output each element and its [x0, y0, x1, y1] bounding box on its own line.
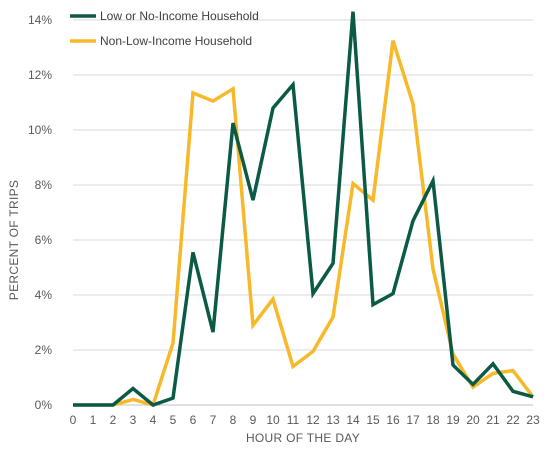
x-axis-title: HOUR OF THE DAY	[246, 431, 360, 445]
legend: Low or No-Income Household Non-Low-Incom…	[70, 9, 259, 48]
x-tick-label: 6	[190, 413, 197, 427]
x-tick-label: 17	[406, 413, 420, 427]
x-tick-label: 5	[170, 413, 177, 427]
x-tick-label: 19	[446, 413, 460, 427]
x-tick-label: 15	[366, 413, 380, 427]
series-lines	[73, 11, 535, 408]
x-tick-label: 8	[230, 413, 237, 427]
y-tick-label: 8%	[35, 178, 53, 192]
x-tick-label: 13	[326, 413, 340, 427]
y-tick-label: 14%	[28, 13, 52, 27]
x-tick-label: 12	[306, 413, 320, 427]
x-tick-label: 7	[210, 413, 217, 427]
gridlines	[73, 19, 533, 406]
x-axis-ticks: 0 1 2 3 4 5 6 7 8 9 10 11 12 13 14 15 16 17 18 19 20 21 22 23	[70, 413, 540, 427]
x-tick-label: 18	[426, 413, 440, 427]
legend-label-low-income: Low or No-Income Household	[100, 9, 259, 23]
series-line-low-income	[73, 11, 534, 407]
x-tick-label: 20	[466, 413, 480, 427]
y-tick-label: 4%	[35, 288, 53, 302]
y-tick-label: 10%	[28, 123, 52, 137]
x-tick-label: 2	[110, 413, 117, 427]
y-tick-label: 2%	[35, 343, 53, 357]
x-tick-label: 1	[90, 413, 97, 427]
x-tick-label: 0	[70, 413, 77, 427]
x-tick-label: 11	[287, 413, 300, 427]
legend-label-non-low-income: Non-Low-Income Household	[100, 34, 252, 48]
y-tick-label: 0%	[35, 398, 53, 412]
x-tick-label: 9	[250, 413, 257, 427]
x-tick-label: 21	[486, 413, 500, 427]
x-tick-label: 10	[266, 413, 280, 427]
x-tick-label: 3	[130, 413, 137, 427]
x-tick-label: 22	[506, 413, 520, 427]
y-axis-ticks: 0% 2% 4% 6% 8% 10% 12% 14%	[28, 13, 52, 412]
x-tick-label: 16	[386, 413, 400, 427]
y-tick-label: 6%	[35, 233, 53, 247]
x-tick-label: 4	[150, 413, 157, 427]
x-tick-label: 14	[346, 413, 360, 427]
y-axis-title: PERCENT OF TRIPS	[7, 180, 21, 300]
x-tick-label: 23	[526, 413, 540, 427]
y-tick-label: 12%	[28, 68, 52, 82]
